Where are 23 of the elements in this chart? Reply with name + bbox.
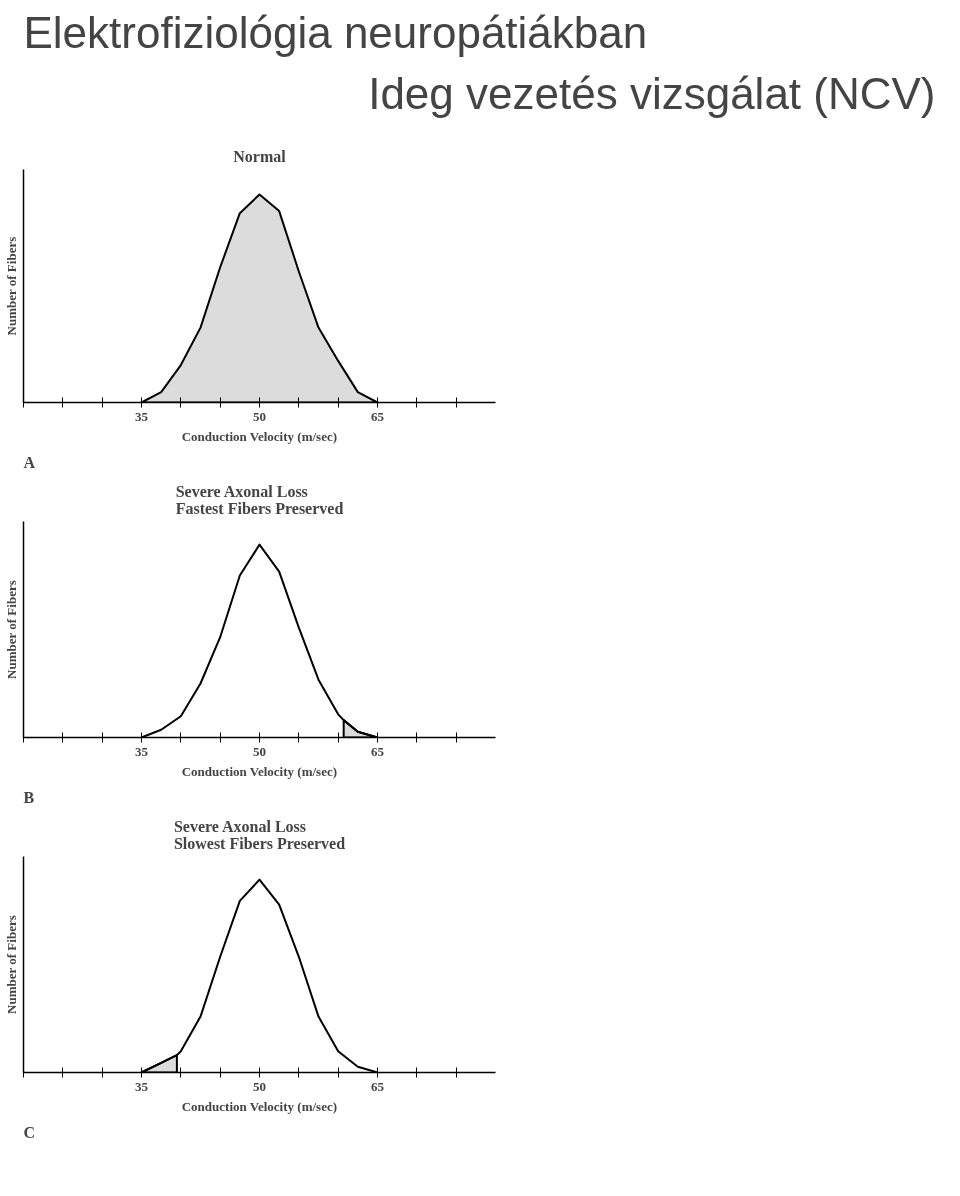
x-axis-title: Conduction Velocity (m/sec) <box>181 763 338 779</box>
x-tick-label: 50 <box>253 1078 266 1094</box>
y-axis-title: Number of Fibers <box>3 580 19 679</box>
text: C <box>23 1123 36 1141</box>
chart-title: Severe Axonal Loss Slowest Fibers Preserved <box>173 817 346 852</box>
text: A <box>23 453 36 471</box>
x-tick-label: 35 <box>135 1078 149 1094</box>
chart-title: Severe Axonal Loss Fastest Fibers Preserved <box>175 482 344 517</box>
x-axis-title: Conduction Velocity (m/sec) <box>181 1098 338 1114</box>
x-axis-title: Conduction Velocity (m/sec) <box>181 428 338 444</box>
x-tick-label: 50 <box>253 408 266 424</box>
chart-title: Normal <box>233 147 287 165</box>
x-tick-label: 35 <box>135 743 149 759</box>
x-tick-label: 65 <box>371 408 385 424</box>
text: Ideg vezetés vizsgálat (NCV) <box>368 68 936 118</box>
y-axis-title: Number of Fibers <box>3 915 19 1014</box>
text: B <box>23 788 35 806</box>
y-axis-title: Number of Fibers <box>3 236 19 336</box>
text: Elektrofiziológia neuropátiákban <box>23 7 648 57</box>
x-tick-label: 50 <box>253 743 266 759</box>
x-tick-label: 35 <box>135 408 149 424</box>
x-tick-label: 65 <box>371 1078 385 1094</box>
x-tick-label: 65 <box>371 743 385 759</box>
